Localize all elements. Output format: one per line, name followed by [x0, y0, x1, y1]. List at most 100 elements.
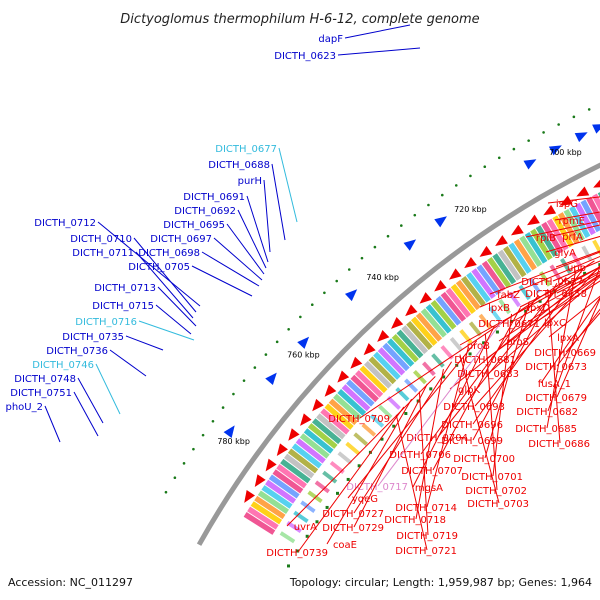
cog-band-block-inner: [329, 460, 345, 474]
reverse-feature-arrow: [312, 398, 324, 412]
reverse-feature-arrow: [510, 224, 524, 236]
cog-band-block-inner: [422, 361, 436, 376]
outer-label-leader: [44, 405, 61, 443]
inner-guide-dot: [598, 263, 600, 267]
inner-label-leader: [548, 295, 600, 338]
outer-guide-dot: [497, 156, 501, 160]
cog-band-block-inner: [353, 432, 369, 446]
cog-band-block: [508, 242, 532, 274]
cog-band-block: [580, 199, 600, 233]
inner-label-leader: [509, 272, 600, 324]
inner-label-leader: [474, 264, 600, 407]
inner-gene-label: yqeG: [352, 494, 378, 505]
cog-band-block-inner: [395, 387, 410, 402]
inner-gene-label: DICTH_0699: [441, 436, 503, 447]
reverse-feature-arrow: [576, 186, 590, 197]
inner-label-leader: [489, 251, 600, 295]
inner-gene-label: glyA: [554, 248, 576, 259]
cog-band-block-inner: [293, 510, 309, 523]
cog-band-block-inner: [539, 271, 552, 287]
cog-band-block: [382, 342, 410, 372]
inner-guide-dot: [346, 477, 350, 481]
forward-feature-arrow: [574, 132, 588, 143]
cog-band-block: [420, 308, 447, 338]
cog-band-block-inner: [528, 277, 541, 294]
inner-guide-dot: [404, 412, 408, 416]
cog-band-block: [492, 253, 517, 285]
reverse-feature-arrow: [479, 245, 493, 257]
cog-band-block-inner: [449, 337, 464, 352]
inner-label-leader: [552, 224, 600, 237]
cog-band-block-inner: [478, 313, 492, 329]
cog-band-block: [316, 413, 346, 440]
inner-guide-dot: [380, 437, 384, 441]
cog-band-block: [328, 398, 358, 426]
inner-gene-label: DICTH_0696: [441, 420, 503, 431]
outer-gene-label: DICTH_0748: [14, 374, 76, 385]
inner-gene-label: DICTH_0707: [401, 466, 463, 477]
forward-feature-arrow: [265, 372, 277, 385]
outer-guide-dot: [347, 268, 351, 271]
reverse-feature-arrow: [377, 329, 390, 342]
cog-band-block: [455, 279, 481, 311]
inner-gene-label: upp: [567, 263, 586, 274]
inner-label-leader: [546, 271, 576, 429]
reverse-feature-arrow: [288, 428, 300, 441]
outer-guide-dot: [454, 184, 458, 187]
inner-label-leader: [297, 406, 405, 553]
outer-gene-label: DICTH_0711: [72, 248, 134, 259]
inner-gene-label: coaE: [333, 540, 357, 551]
outer-guide-dot: [253, 366, 257, 369]
outer-label-leader: [109, 349, 147, 377]
inner-label-leader: [565, 312, 600, 353]
inner-label-leader: [426, 347, 469, 508]
outer-guide-dot: [440, 193, 444, 197]
outer-guide-dot: [413, 213, 417, 217]
reverse-feature-arrow: [449, 268, 462, 280]
cog-band-block: [283, 453, 315, 479]
outer-label-leader: [237, 209, 267, 269]
inner-label-leader: [353, 361, 453, 514]
cog-band-block: [460, 275, 486, 307]
reverse-feature-arrow: [265, 458, 277, 472]
outer-guide-dot: [360, 256, 364, 260]
inner-gene-label: DICTH_0658: [525, 289, 587, 300]
inner-guide-dot: [495, 330, 499, 334]
outer-label-leader: [226, 223, 265, 275]
outer-label-leader: [133, 237, 197, 313]
inner-label-leader: [556, 308, 600, 367]
outer-gene-label: DICTH_0692: [174, 206, 236, 217]
inner-gene-label: lpxA: [557, 333, 579, 344]
outer-gene-label: DICTH_0623: [274, 51, 336, 62]
inner-guide-dot: [315, 520, 319, 524]
outer-gene-label: DICTH_0716: [75, 317, 137, 328]
outer-guide-dot: [201, 433, 205, 437]
inner-guide-dot: [305, 534, 309, 538]
outer-gene-label: DICTH_0715: [92, 301, 154, 312]
outer-label-leader: [77, 377, 104, 424]
inner-guide-dot: [429, 387, 433, 391]
cog-band-block: [346, 379, 375, 407]
forward-feature-arrow: [592, 124, 600, 134]
outer-label-leader: [95, 363, 121, 415]
cog-band-block: [497, 249, 522, 281]
inner-label-leader: [484, 333, 498, 491]
cog-band-block: [471, 268, 496, 299]
backbone-ring: [196, 162, 600, 546]
map-title: Dictyoglomus thermophilum H-6-12, comple…: [120, 12, 479, 27]
inner-label-leader: [552, 260, 600, 282]
outer-gene-label: DICTH_0688: [208, 160, 270, 171]
cog-band-block: [410, 316, 438, 346]
inner-gene-label: DICTH_0682: [516, 407, 578, 418]
tick-label: 720 kbp: [454, 205, 487, 214]
cog-band-block-inner: [508, 291, 521, 308]
cog-band-block: [391, 333, 419, 363]
inner-label-leader: [555, 250, 600, 268]
outer-guide-dot: [483, 165, 487, 169]
cog-band-block-inner: [404, 378, 419, 393]
cog-band-block: [552, 215, 575, 248]
outer-guide-dot: [527, 139, 530, 142]
outer-gene-label: DICTH_0710: [70, 234, 132, 245]
cog-band-block-inner: [386, 395, 401, 410]
